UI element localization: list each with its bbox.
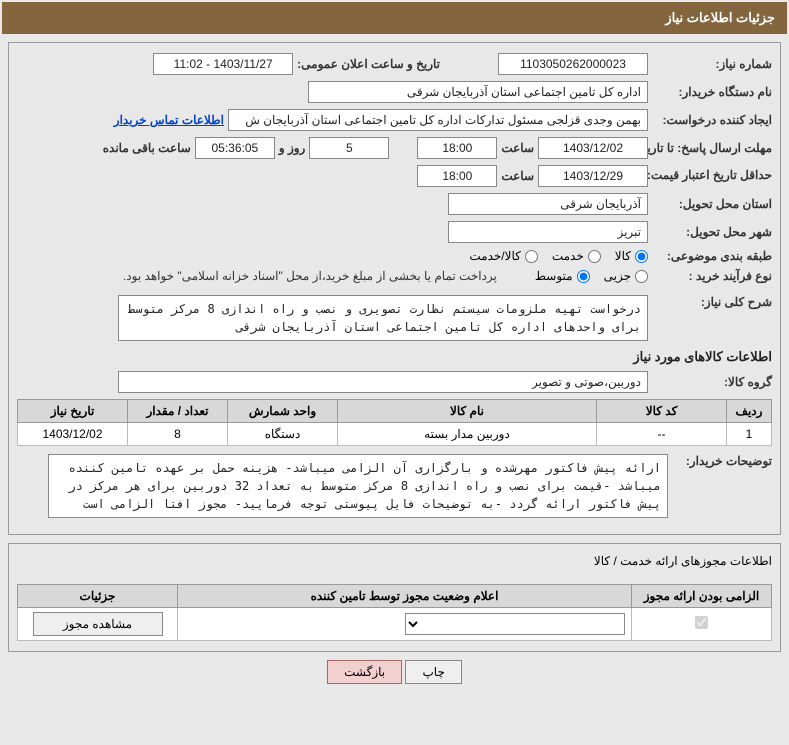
radio-both[interactable]: کالا/خدمت: [469, 249, 537, 263]
th-idx: ردیف: [727, 400, 772, 423]
licenses-table: الزامی بودن ارائه مجوز اعلام وضعیت مجوز …: [17, 584, 772, 641]
td-qty: 8: [128, 423, 228, 446]
th-status: اعلام وضعیت مجوز توسط تامین کننده: [178, 585, 632, 608]
valid-time: 18:00: [417, 165, 497, 187]
valid-until-label: حداقل تاریخ اعتبار قیمت: تا تاریخ:: [652, 168, 772, 184]
time-label-2: ساعت: [501, 169, 534, 183]
desc-label: شرح کلی نیاز:: [652, 295, 772, 309]
row-province: استان محل تحویل: آذربایجان شرقی: [17, 193, 772, 215]
th-qty: تعداد / مقدار: [128, 400, 228, 423]
td-idx: 1: [727, 423, 772, 446]
row-valid-until: حداقل تاریخ اعتبار قیمت: تا تاریخ: 1403/…: [17, 165, 772, 187]
group-value: دوربین،صوتی و تصویر: [118, 371, 648, 393]
category-label: طبقه بندی موضوعی:: [652, 249, 772, 263]
goods-table: ردیف کد کالا نام کالا واحد شمارش تعداد /…: [17, 399, 772, 446]
licenses-header-row: الزامی بودن ارائه مجوز اعلام وضعیت مجوز …: [18, 585, 772, 608]
status-select[interactable]: [405, 613, 625, 635]
th-required: الزامی بودن ارائه مجوز: [632, 585, 772, 608]
announce-label: تاریخ و ساعت اعلان عمومی:: [297, 57, 440, 71]
radio-goods[interactable]: کالا: [615, 249, 648, 263]
city-label: شهر محل تحویل:: [652, 225, 772, 239]
buyer-notes-textarea: [48, 454, 668, 518]
licenses-heading: اطلاعات مجوزهای ارائه خدمت / کالا: [17, 554, 772, 568]
need-no-value: 1103050262000023: [498, 53, 648, 75]
radio-service-input[interactable]: [588, 250, 601, 263]
th-date: تاریخ نیاز: [18, 400, 128, 423]
days-word: روز و: [279, 141, 306, 155]
td-unit: دستگاه: [228, 423, 338, 446]
process-radio-group: جزیی متوسط: [535, 269, 648, 283]
days-value: 5: [309, 137, 389, 159]
required-checkbox: [695, 616, 708, 629]
th-details: جزئیات: [18, 585, 178, 608]
description-textarea: [118, 295, 648, 341]
footer-buttons: چاپ بازگشت: [8, 660, 781, 684]
city-value: تبریز: [448, 221, 648, 243]
td-required: [632, 608, 772, 641]
radio-small[interactable]: جزیی: [604, 269, 648, 283]
row-buyer-notes: توضیحات خریدار:: [17, 454, 772, 518]
countdown-value: 05:36:05: [195, 137, 275, 159]
buyer-notes-label: توضیحات خریدار:: [672, 454, 772, 468]
remain-label: ساعت باقی مانده: [103, 141, 191, 155]
need-no-label: شماره نیاز:: [652, 57, 772, 71]
td-code: --: [597, 423, 727, 446]
th-name: نام کالا: [338, 400, 597, 423]
page-title: جزئیات اطلاعات نیاز: [665, 10, 775, 25]
th-code: کد کالا: [597, 400, 727, 423]
td-name: دوربین مدار بسته: [338, 423, 597, 446]
radio-both-input[interactable]: [525, 250, 538, 263]
valid-date: 1403/12/29: [538, 165, 648, 187]
announce-value: 1403/11/27 - 11:02: [153, 53, 293, 75]
row-goods-group: گروه کالا: دوربین،صوتی و تصویر: [17, 371, 772, 393]
group-label: گروه کالا:: [652, 375, 772, 389]
buyer-value: اداره کل تامین اجتماعی استان آذربایجان ش…: [308, 81, 648, 103]
row-buyer: نام دستگاه خریدار: اداره کل تامین اجتماع…: [17, 81, 772, 103]
row-reply-deadline: مهلت ارسال پاسخ: تا تاریخ: 1403/12/02 سا…: [17, 137, 772, 159]
td-status: [178, 608, 632, 641]
reply-deadline-label: مهلت ارسال پاسخ: تا تاریخ:: [652, 141, 772, 155]
goods-table-header-row: ردیف کد کالا نام کالا واحد شمارش تعداد /…: [18, 400, 772, 423]
radio-medium[interactable]: متوسط: [535, 269, 590, 283]
process-label: نوع فرآیند خرید :: [652, 269, 772, 283]
row-category: طبقه بندی موضوعی: کالا خدمت کالا/خدمت: [17, 249, 772, 263]
radio-medium-input[interactable]: [577, 270, 590, 283]
licenses-row: مشاهده مجوز: [18, 608, 772, 641]
buyer-contact-link[interactable]: اطلاعات تماس خریدار: [114, 113, 224, 127]
row-process: نوع فرآیند خرید : جزیی متوسط پرداخت تمام…: [17, 269, 772, 283]
licenses-fieldset: اطلاعات مجوزهای ارائه خدمت / کالا الزامی…: [8, 543, 781, 652]
view-license-button[interactable]: مشاهده مجوز: [33, 612, 163, 636]
td-details: مشاهده مجوز: [18, 608, 178, 641]
th-unit: واحد شمارش: [228, 400, 338, 423]
print-button[interactable]: چاپ: [405, 660, 461, 684]
buyer-label: نام دستگاه خریدار:: [652, 85, 772, 99]
row-description: شرح کلی نیاز:: [17, 295, 772, 341]
reply-time: 18:00: [417, 137, 497, 159]
category-radio-group: کالا خدمت کالا/خدمت: [469, 249, 648, 263]
back-button[interactable]: بازگشت: [327, 660, 402, 684]
payment-note: پرداخت تمام یا بخشی از مبلغ خرید،از محل …: [123, 269, 497, 283]
radio-service[interactable]: خدمت: [552, 249, 601, 263]
province-label: استان محل تحویل:: [652, 197, 772, 211]
reply-date: 1403/12/02: [538, 137, 648, 159]
goods-heading: اطلاعات کالاهای مورد نیاز: [17, 349, 772, 365]
row-creator: ایجاد کننده درخواست: بهمن وجدی قزلجی مسئ…: [17, 109, 772, 131]
table-row: 1 -- دوربین مدار بسته دستگاه 8 1403/12/0…: [18, 423, 772, 446]
page-header: جزئیات اطلاعات نیاز: [2, 2, 787, 34]
radio-small-input[interactable]: [635, 270, 648, 283]
row-need-no: شماره نیاز: 1103050262000023 تاریخ و ساع…: [17, 53, 772, 75]
creator-value: بهمن وجدی قزلجی مسئول تدارکات اداره کل ت…: [228, 109, 648, 131]
td-date: 1403/12/02: [18, 423, 128, 446]
province-value: آذربایجان شرقی: [448, 193, 648, 215]
radio-goods-input[interactable]: [635, 250, 648, 263]
content-area: AriaTender.net شماره نیاز: 1103050262000…: [2, 34, 787, 692]
time-label-1: ساعت: [501, 141, 534, 155]
row-city: شهر محل تحویل: تبریز: [17, 221, 772, 243]
main-fieldset: شماره نیاز: 1103050262000023 تاریخ و ساع…: [8, 42, 781, 535]
creator-label: ایجاد کننده درخواست:: [652, 113, 772, 127]
